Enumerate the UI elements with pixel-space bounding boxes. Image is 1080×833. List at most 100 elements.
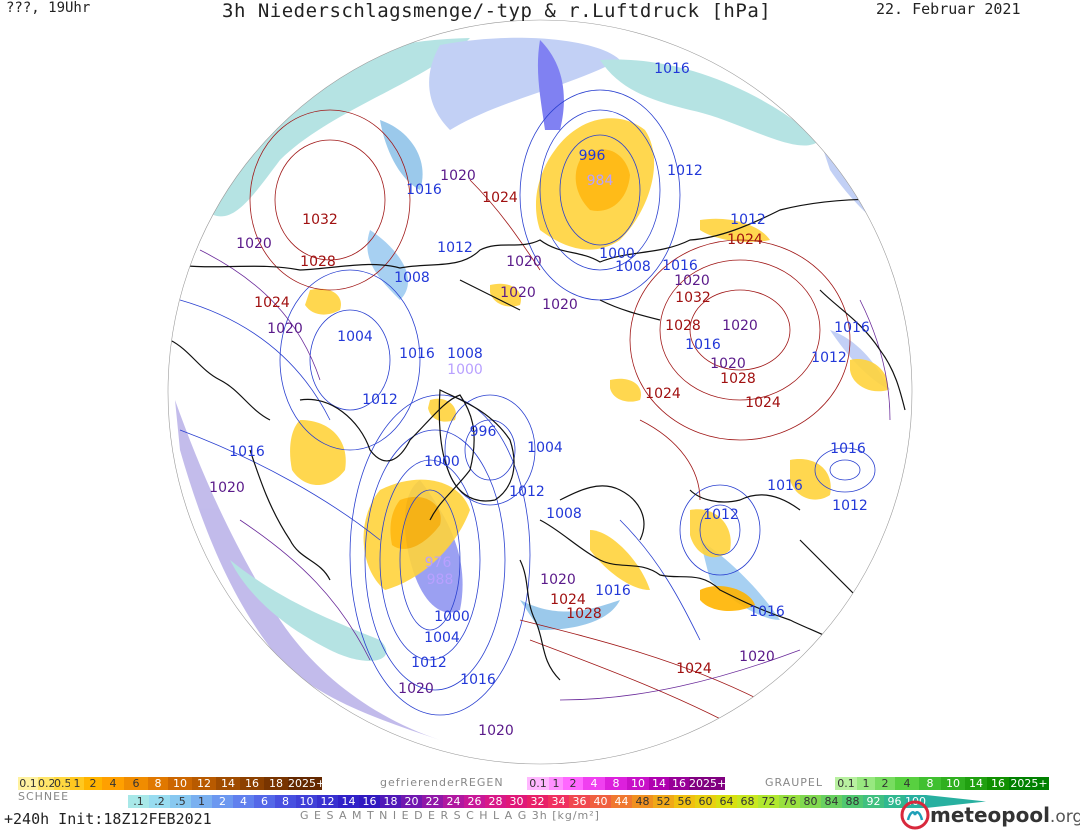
isobar-label: 1024 bbox=[676, 661, 712, 677]
isobar-label: 996 bbox=[470, 424, 497, 440]
isobar-label: 1012 bbox=[437, 240, 473, 256]
legend-swatch: 56 bbox=[674, 795, 695, 808]
forecast-date: 22. Februar 2021 bbox=[876, 0, 1021, 18]
legend-swatch: 8 bbox=[605, 777, 627, 790]
legend-swatch: 8 bbox=[275, 795, 296, 808]
legend-swatch: 16 bbox=[359, 795, 380, 808]
legend-swatch: 16 bbox=[669, 777, 689, 790]
legend-swatch: 2025+ bbox=[288, 777, 322, 790]
legend-swatch: 76 bbox=[779, 795, 800, 808]
total-precip-legend: .1.2.5 1 2 4 6 8 10 12 14 16 18 20 22 24 26 28 30 32 34 36 4… bbox=[128, 795, 926, 808]
isobar-label: 1032 bbox=[302, 212, 338, 228]
legend-swatch: 1 bbox=[857, 777, 875, 790]
total-precip-caption: G E S A M T N I E D E R S C H L A G 3h [… bbox=[300, 809, 600, 822]
isobar-label: 1028 bbox=[720, 371, 756, 387]
legend-swatch: 64 bbox=[716, 795, 737, 808]
isobar-label: 1016 bbox=[834, 320, 870, 336]
isobar-label: 1020 bbox=[236, 236, 272, 252]
map-title: 3h Niederschlagsmenge/-typ & r.Luftdruck… bbox=[222, 0, 772, 22]
isobar-label: 1020 bbox=[722, 318, 758, 334]
location-time-label: ???, 19Uhr bbox=[6, 0, 91, 16]
isobar-label: 1020 bbox=[710, 356, 746, 372]
isobar-label: 976 bbox=[425, 555, 452, 571]
legend-swatch: 52 bbox=[653, 795, 674, 808]
isobar-label: 1016 bbox=[662, 258, 698, 274]
legend-swatch: 24 bbox=[443, 795, 464, 808]
legend-swatch: 1 bbox=[549, 777, 563, 790]
legend-swatch: 48 bbox=[632, 795, 653, 808]
isobar-label: 1008 bbox=[447, 346, 483, 362]
freezing-rain-legend: 0.1 1 2 4 8 10 14 16 2025+ bbox=[527, 777, 725, 790]
isobar-label: 1016 bbox=[229, 444, 265, 460]
isobar-label: 1028 bbox=[566, 606, 602, 622]
isobar-label: 1020 bbox=[398, 681, 434, 697]
isobar-label: 1024 bbox=[254, 295, 290, 311]
coastlines bbox=[169, 198, 906, 681]
isobar-label: 1000 bbox=[447, 362, 483, 378]
isobar-label: 1000 bbox=[599, 246, 635, 262]
legend-swatch: 4 bbox=[895, 777, 919, 790]
isobar-label: 1004 bbox=[424, 630, 460, 646]
hail-legend: 0.1 1 2 4 8 10 14 16 2025+ bbox=[835, 777, 1049, 790]
map-border bbox=[167, 19, 913, 765]
legend-swatch: 30 bbox=[506, 795, 527, 808]
snow-caption: SCHNEE bbox=[18, 790, 70, 803]
isobar-label: 1024 bbox=[550, 592, 586, 608]
legend-swatch: 10 bbox=[168, 777, 192, 790]
legend-swatch: 0.5 bbox=[54, 777, 70, 790]
isobar-label: 1016 bbox=[595, 583, 631, 599]
legend-swatch: 84 bbox=[821, 795, 842, 808]
rain-legend: 0.1 0.2 0.5 1 2 4 6 8 10 12 14 16 18 2025+ bbox=[18, 777, 322, 790]
legend-swatch: .2 bbox=[149, 795, 170, 808]
legend-swatch: 16 bbox=[240, 777, 264, 790]
freezing-rain-caption: gefrierenderREGEN bbox=[380, 776, 504, 789]
isobars bbox=[179, 89, 891, 741]
isobar-label: 1016 bbox=[406, 182, 442, 198]
isobar-label: 1004 bbox=[527, 440, 563, 456]
legend-swatch: 14 bbox=[216, 777, 240, 790]
isobar-label: 1016 bbox=[460, 672, 496, 688]
legend-swatch: .1 bbox=[128, 795, 149, 808]
legend-swatch: 26 bbox=[464, 795, 485, 808]
legend-swatch: 32 bbox=[527, 795, 548, 808]
legend-swatch: 1 bbox=[70, 777, 84, 790]
legend-swatch: 8 bbox=[148, 777, 168, 790]
isobar-label: 1012 bbox=[509, 484, 545, 500]
legend-swatch: 0.1 bbox=[18, 777, 38, 790]
isobar-label: 1028 bbox=[665, 318, 701, 334]
isobar-label: 1024 bbox=[727, 232, 763, 248]
isobar-label: 1020 bbox=[267, 321, 303, 337]
isobar-label: 1012 bbox=[811, 350, 847, 366]
legend-swatch: 8 bbox=[919, 777, 941, 790]
isobar-label: 1020 bbox=[674, 273, 710, 289]
isobar-label: 1016 bbox=[830, 441, 866, 457]
isobar-label: 1020 bbox=[478, 723, 514, 739]
legend-swatch: 1 bbox=[191, 795, 212, 808]
isobar-label: 1016 bbox=[654, 61, 690, 77]
legend-swatch: 6 bbox=[124, 777, 148, 790]
legend-swatch: 18 bbox=[380, 795, 401, 808]
isobar-label: 1012 bbox=[411, 655, 447, 671]
isobar-label: 1028 bbox=[300, 254, 336, 270]
legend-swatch: 28 bbox=[485, 795, 506, 808]
isobar-label: 1012 bbox=[703, 507, 739, 523]
legend-swatch: 14 bbox=[338, 795, 359, 808]
isobar-label: 1020 bbox=[739, 649, 775, 665]
isobar-label: 1008 bbox=[394, 270, 430, 286]
legend-swatch: 60 bbox=[695, 795, 716, 808]
legend-swatch: 14 bbox=[965, 777, 987, 790]
isobar-label: 1000 bbox=[434, 609, 470, 625]
legend-swatch: 34 bbox=[548, 795, 569, 808]
legend-swatch: 68 bbox=[737, 795, 758, 808]
isobar-label: 1012 bbox=[832, 498, 868, 514]
meteopool-logo-text: meteopool.org bbox=[930, 803, 1080, 827]
legend-swatch: 40 bbox=[590, 795, 611, 808]
isobar-label: 1020 bbox=[500, 285, 536, 301]
isobar-label: 996 bbox=[579, 148, 606, 164]
legend-swatch: 0.2 bbox=[38, 777, 54, 790]
meteopool-logo[interactable]: meteopool.org bbox=[900, 800, 1080, 830]
rain-precip bbox=[290, 118, 889, 612]
isobar-label: 1024 bbox=[482, 190, 518, 206]
isobar-label: 1016 bbox=[749, 604, 785, 620]
